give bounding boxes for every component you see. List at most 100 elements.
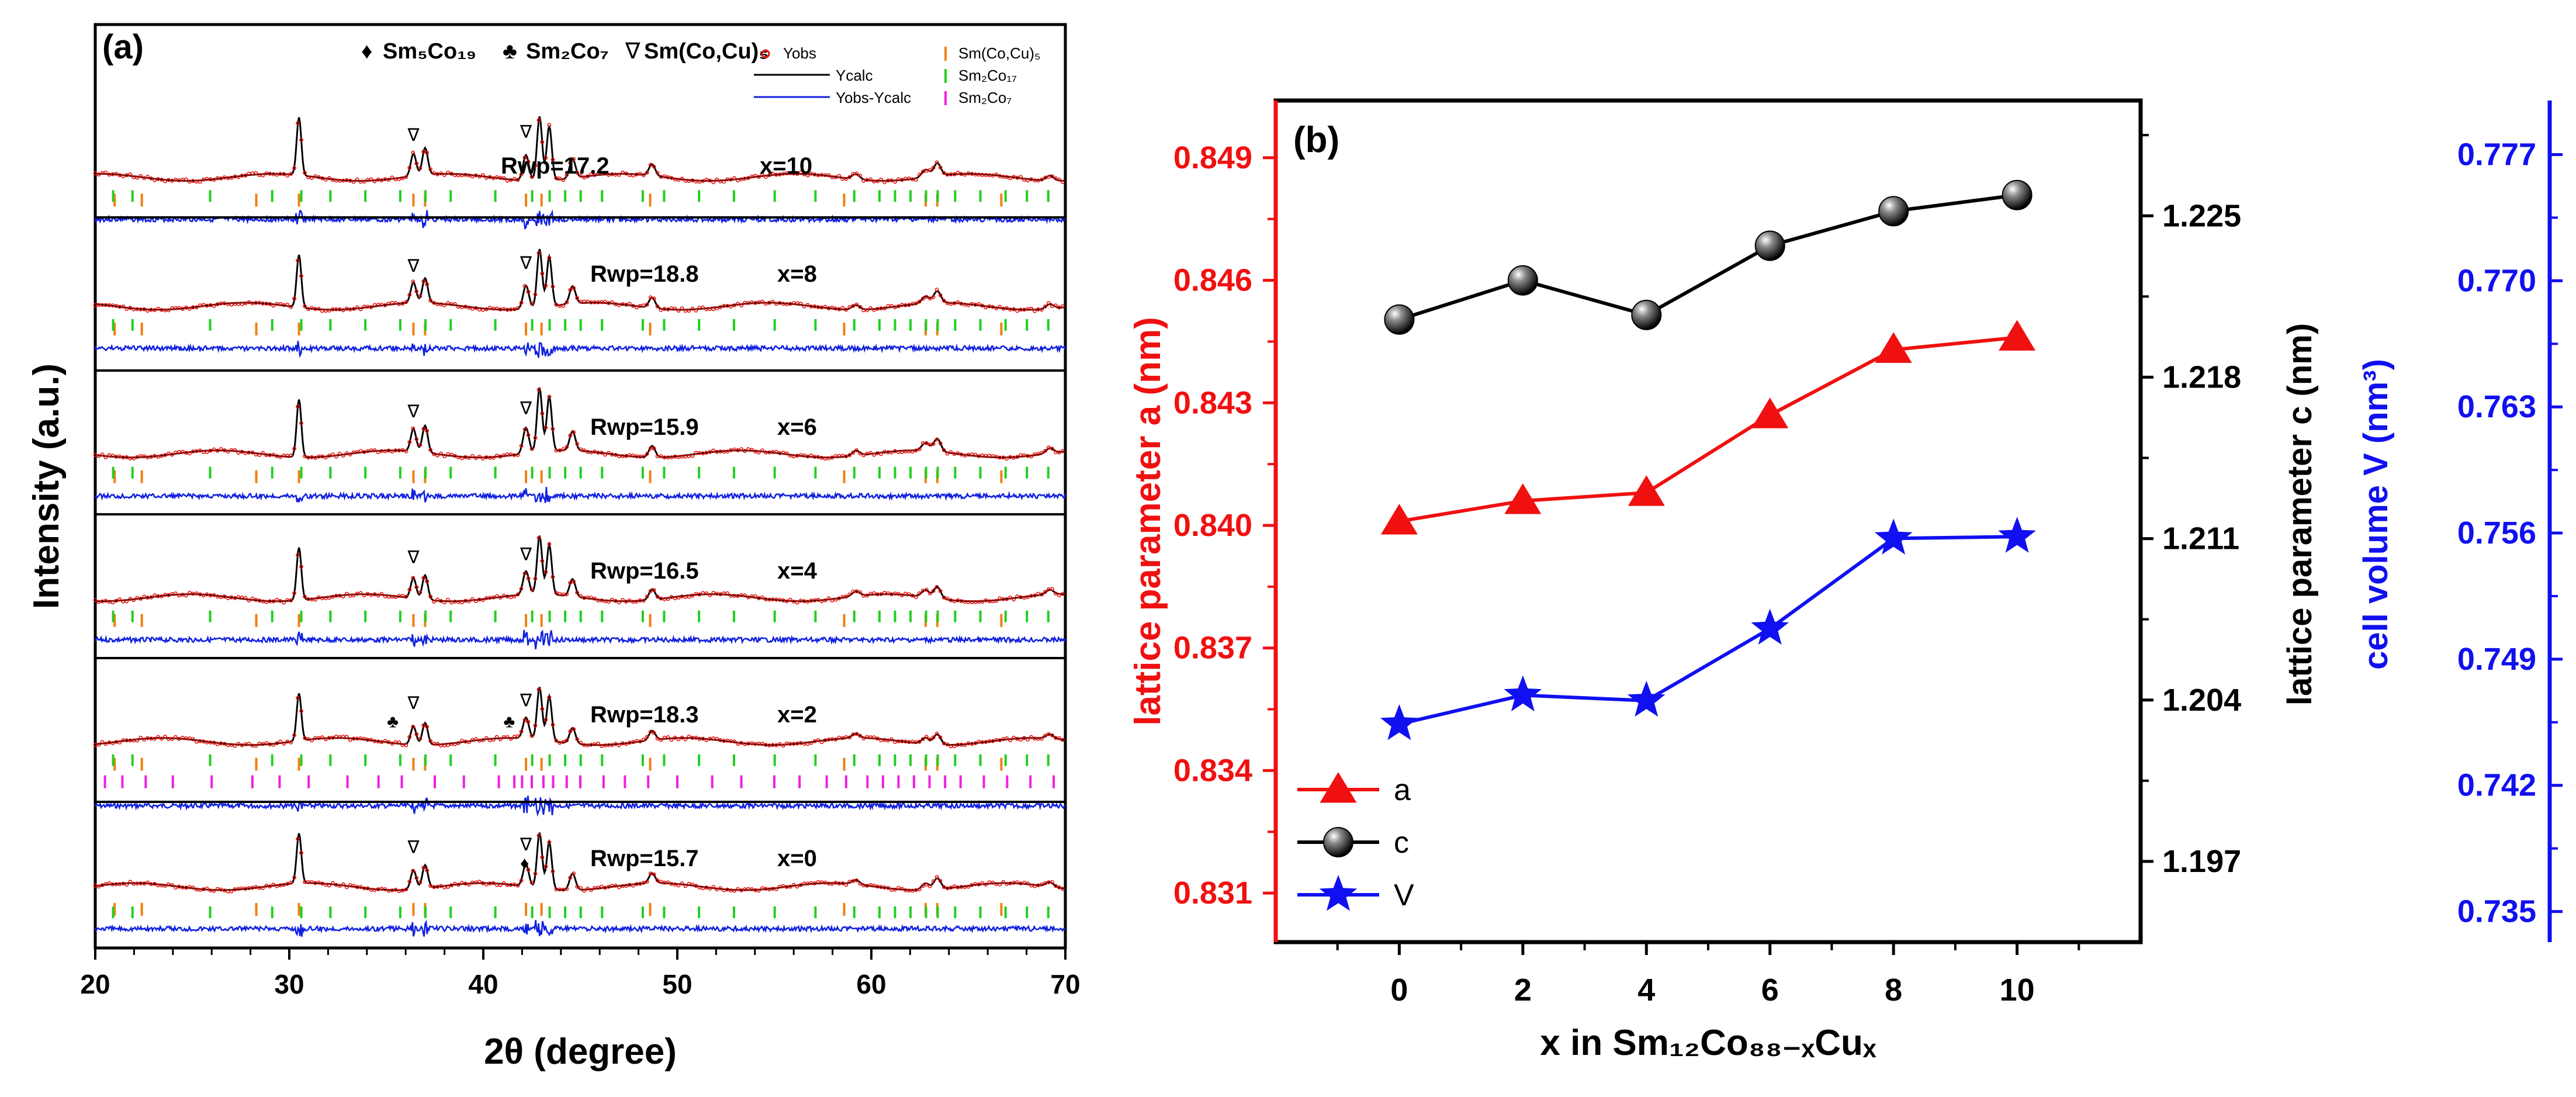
yobs-point bbox=[924, 587, 929, 592]
yobs-point bbox=[219, 447, 223, 451]
yobs-point bbox=[453, 742, 457, 746]
yobs-point bbox=[93, 453, 98, 457]
yobs-point bbox=[558, 177, 562, 181]
yobs-point bbox=[114, 171, 119, 176]
yobs-point bbox=[414, 585, 419, 590]
yobs-point bbox=[128, 456, 133, 461]
yobs-point bbox=[718, 179, 723, 184]
yobs-point bbox=[980, 600, 985, 604]
yobs-point bbox=[819, 599, 824, 603]
yobs-point bbox=[519, 587, 524, 591]
yobs-point bbox=[966, 884, 971, 889]
yobs-point bbox=[170, 306, 174, 310]
yobs-point bbox=[1005, 306, 1009, 310]
yobs-point bbox=[991, 173, 995, 178]
yobs-point bbox=[264, 600, 269, 604]
yobs-point bbox=[96, 454, 101, 458]
yobs-point bbox=[470, 597, 475, 601]
yobs-point bbox=[306, 880, 310, 884]
yobs-point bbox=[1043, 304, 1047, 309]
yobs-point bbox=[582, 596, 586, 600]
yobs-point bbox=[254, 597, 258, 602]
yobs-point bbox=[208, 303, 213, 307]
yobs-point bbox=[282, 883, 286, 887]
yobs-point bbox=[833, 881, 838, 885]
yobs-point bbox=[93, 598, 98, 602]
yobs-point bbox=[146, 174, 150, 179]
yobs-point bbox=[596, 598, 600, 603]
yobs-point bbox=[435, 742, 439, 746]
yobs-point bbox=[732, 176, 736, 181]
yobs-point bbox=[655, 304, 660, 309]
yobs-point bbox=[261, 173, 265, 178]
yobs-point bbox=[1033, 736, 1037, 741]
yobs-point bbox=[390, 175, 394, 180]
yobs-point bbox=[729, 177, 733, 182]
yobs-point bbox=[1005, 881, 1009, 886]
panel-a-x-axis: 20 30 40 50 60 70 bbox=[80, 948, 1081, 999]
legend-symbol-nabla: ∇ bbox=[625, 39, 640, 64]
yobs-point bbox=[163, 884, 167, 888]
yobs-point bbox=[743, 449, 747, 454]
yobs-point bbox=[303, 594, 307, 599]
yobs-point bbox=[257, 598, 262, 603]
yobs-point bbox=[833, 175, 838, 179]
yobs-point bbox=[795, 884, 799, 889]
yobs-point bbox=[110, 741, 115, 745]
yobs-point bbox=[722, 449, 726, 454]
yobs-point bbox=[299, 850, 303, 855]
yobs-point bbox=[1050, 304, 1054, 308]
yobs-point bbox=[809, 304, 813, 309]
yobs-point bbox=[146, 880, 150, 885]
yobs-points bbox=[93, 687, 1065, 749]
yobs-point bbox=[515, 734, 520, 739]
yobs-point bbox=[568, 729, 573, 733]
yobs-point bbox=[701, 179, 705, 184]
yobs-point bbox=[998, 738, 1002, 742]
yobs-point bbox=[624, 303, 628, 307]
yobs-point bbox=[407, 587, 412, 592]
x-tick-label: 8 bbox=[1885, 973, 1902, 1008]
yobs-point bbox=[718, 449, 723, 454]
yobs-point bbox=[543, 718, 548, 722]
yobs-point bbox=[173, 885, 178, 890]
nabla-marker: ∇ bbox=[407, 402, 420, 421]
legend-label-sm5co19: Sm₅Co₁₉ bbox=[383, 39, 476, 64]
yobs-point bbox=[558, 448, 562, 452]
yobs-point bbox=[764, 597, 768, 601]
yobs-point bbox=[1033, 593, 1037, 598]
yobs-point bbox=[176, 884, 181, 889]
yobs-point bbox=[362, 304, 366, 309]
yobs-point bbox=[687, 179, 691, 183]
yobs-point bbox=[264, 884, 269, 888]
yobs-point bbox=[945, 301, 950, 306]
yobs-point bbox=[460, 305, 464, 310]
yobs-point bbox=[718, 886, 723, 891]
yobs-point bbox=[243, 887, 248, 891]
yobs-point bbox=[474, 456, 478, 461]
yobs-point bbox=[236, 302, 241, 306]
yobs-point bbox=[1019, 595, 1023, 600]
yobs-point bbox=[331, 735, 335, 740]
yobs-point bbox=[941, 595, 946, 600]
yobs-point bbox=[641, 303, 646, 307]
yobs-point bbox=[872, 883, 876, 888]
yobs-point bbox=[994, 172, 999, 177]
yobs-point bbox=[802, 172, 806, 177]
yobs-point bbox=[589, 888, 593, 892]
yobs-point bbox=[879, 885, 883, 890]
yobs-point bbox=[187, 885, 192, 890]
yobs-point bbox=[160, 454, 164, 458]
yobs-point bbox=[327, 454, 331, 458]
yobs-point bbox=[945, 172, 950, 177]
yobs-point bbox=[536, 387, 541, 392]
yobs-point bbox=[310, 306, 314, 310]
yobs-point bbox=[435, 597, 439, 602]
yobs-point bbox=[540, 707, 545, 711]
yobs-point bbox=[973, 452, 978, 457]
yobs-point bbox=[666, 307, 670, 312]
yobs-point bbox=[393, 740, 398, 745]
yobs-point bbox=[414, 875, 419, 880]
yobs-point bbox=[701, 736, 705, 741]
yobs-point bbox=[1033, 884, 1037, 888]
